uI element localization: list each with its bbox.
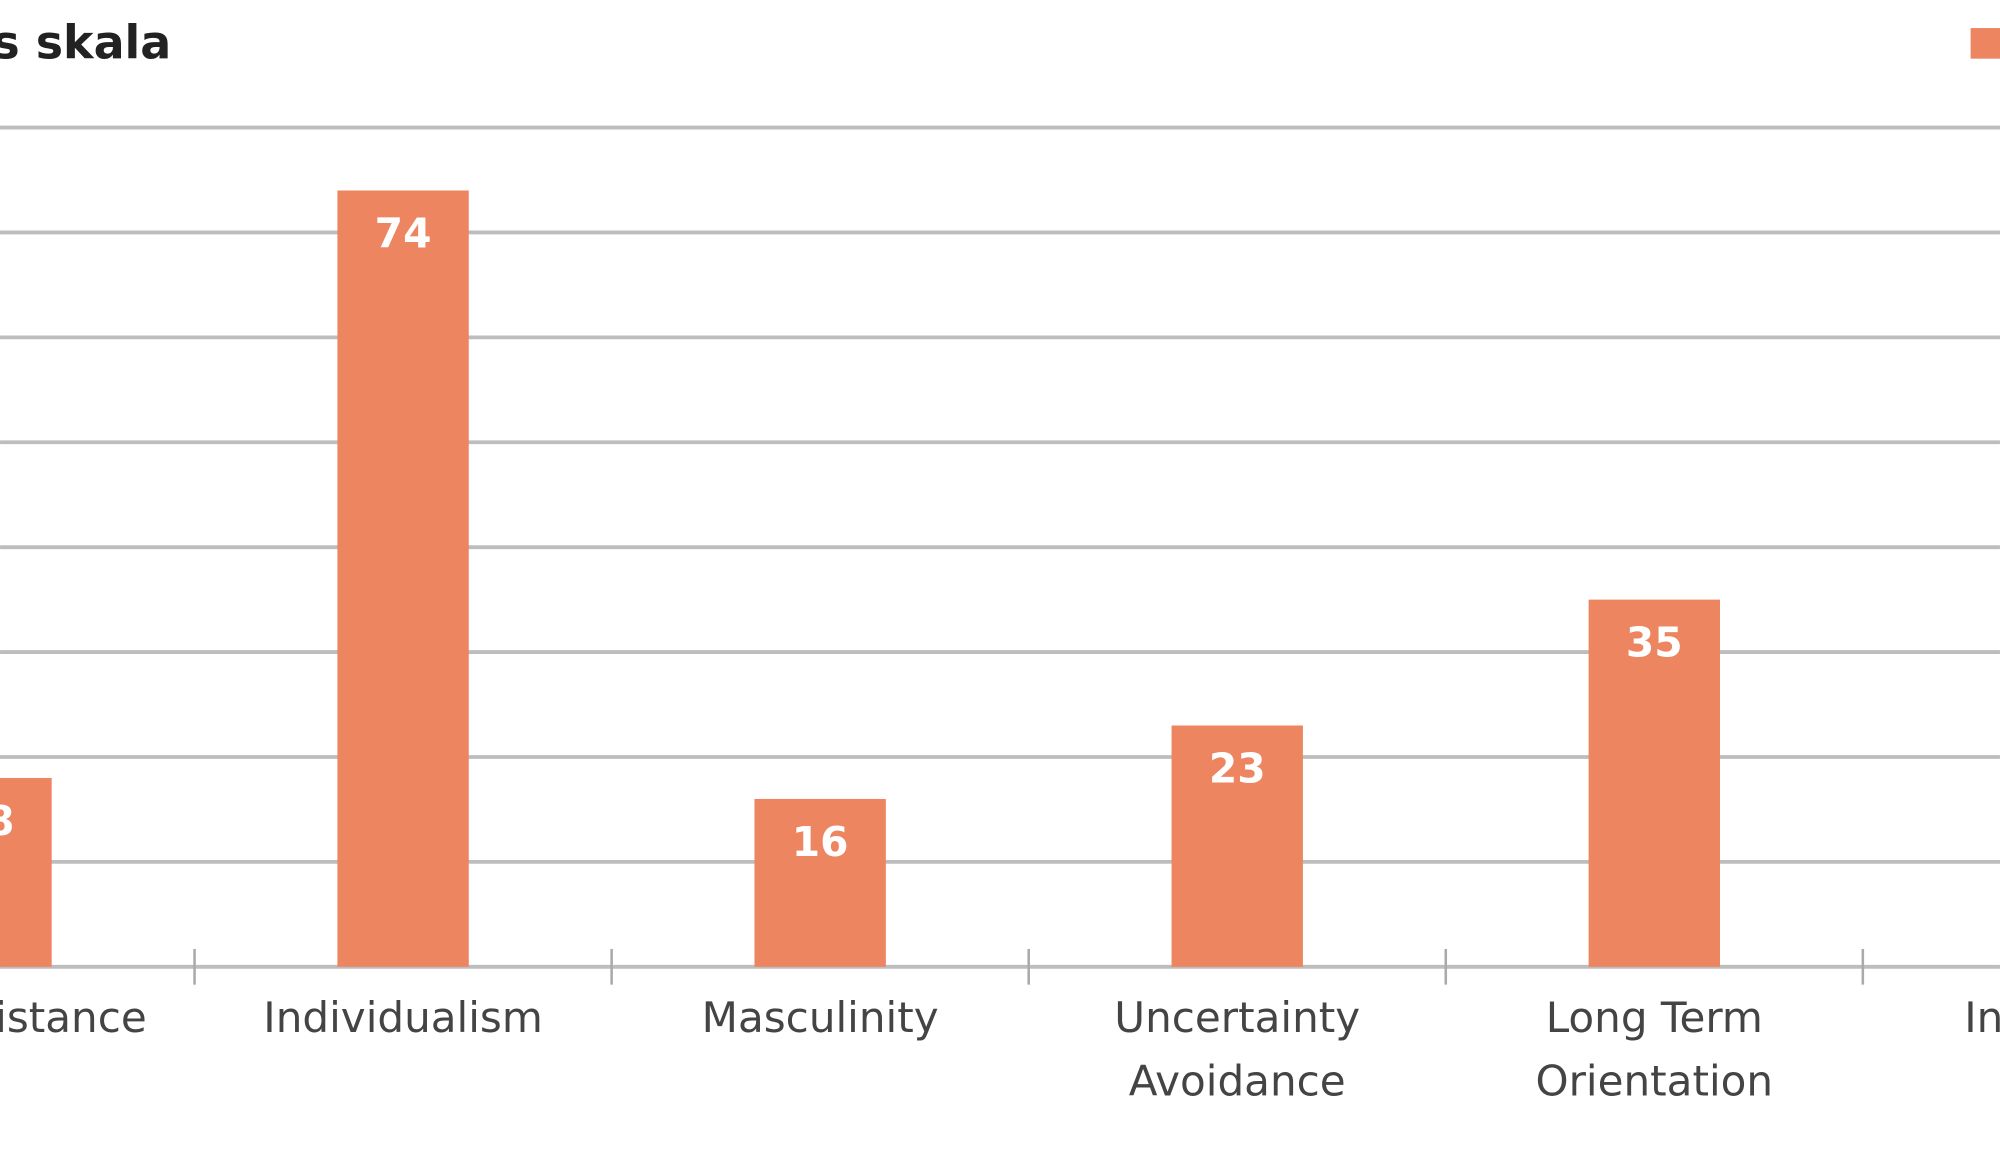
data-label: 18 bbox=[0, 797, 14, 845]
x-tick-label: Masculinity bbox=[702, 993, 939, 1042]
x-tick-label: Uncertainty bbox=[1114, 993, 1360, 1042]
legend-swatch bbox=[1970, 28, 2000, 59]
x-tick-label: Individualism bbox=[263, 993, 543, 1042]
data-label: 16 bbox=[792, 818, 849, 866]
x-tick-label: Long Term bbox=[1546, 993, 1763, 1042]
x-tick-label: Orientation bbox=[1536, 1057, 1774, 1106]
bar bbox=[337, 190, 469, 967]
bar bbox=[0, 777, 52, 967]
bar bbox=[1588, 599, 1720, 967]
data-label: 23 bbox=[1209, 744, 1266, 792]
chart-title: s skala bbox=[0, 15, 171, 69]
data-label: 74 bbox=[375, 209, 432, 257]
bar bbox=[1171, 725, 1303, 967]
x-tick-label: istance bbox=[0, 993, 147, 1042]
x-tick-label: Avoidance bbox=[1129, 1057, 1346, 1106]
x-tick-label: In bbox=[1964, 993, 2000, 1042]
bar bbox=[754, 798, 886, 967]
data-label: 35 bbox=[1626, 619, 1683, 667]
